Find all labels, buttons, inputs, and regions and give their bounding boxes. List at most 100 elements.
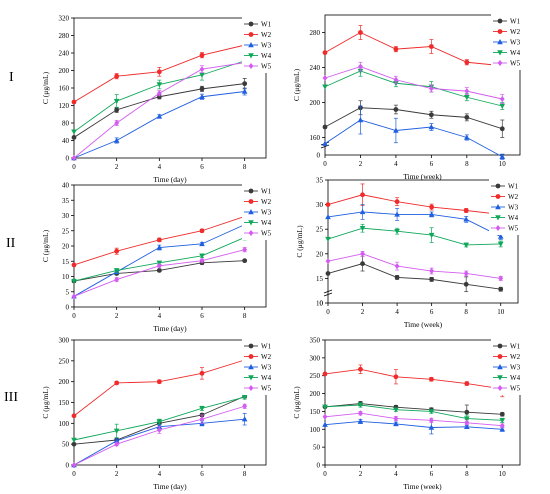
data-point [113, 437, 120, 444]
series-W3 [322, 418, 506, 435]
series-W5 [325, 250, 504, 282]
data-point [241, 416, 248, 422]
series-line [73, 224, 245, 297]
legend-marker [497, 354, 503, 359]
data-point [71, 293, 77, 300]
y-tick-label: 160 [310, 134, 321, 142]
data-point [325, 202, 331, 208]
data-point [463, 216, 469, 222]
data-point [464, 381, 470, 386]
data-point [113, 428, 120, 434]
legend-marker [248, 32, 254, 37]
legend-label: W2 [261, 198, 272, 206]
series-W1 [322, 100, 505, 138]
legend-label: W1 [510, 18, 521, 26]
y-tick-label: 150 [310, 408, 321, 416]
legend-label: W1 [508, 183, 519, 191]
y-tick-label: 200 [310, 99, 321, 107]
series-line [324, 412, 503, 427]
data-point [199, 93, 205, 99]
data-point [499, 103, 506, 109]
data-point [499, 418, 506, 424]
x-tick-label: 6 [430, 470, 434, 478]
data-point [325, 271, 331, 276]
data-point [242, 246, 248, 253]
legend-label: W4 [261, 52, 272, 60]
data-point [199, 406, 205, 412]
x-tick-label: 2 [359, 160, 363, 168]
series-line [73, 237, 245, 282]
y-axis-label: C (μg/mL) [41, 386, 50, 419]
data-point [322, 50, 328, 56]
y-tick-label: 150 [59, 399, 70, 407]
y-tick-label: 15 [62, 258, 70, 266]
data-point [360, 261, 365, 267]
series-line [324, 66, 503, 100]
y-tick-label: 0 [320, 300, 324, 308]
series-W3 [325, 204, 504, 240]
series-line [73, 62, 245, 159]
y-tick-label: 80 [62, 120, 70, 128]
axis-break-mark [323, 289, 333, 294]
legend-marker [248, 209, 254, 215]
chart-4: 0 2 4 6 8 10 10 15 20 25 30 35 0 Time (week) C (μg/mL)… [295, 177, 527, 329]
legend-label: W2 [261, 353, 272, 361]
y-axis-label: C (μg/mL) [41, 71, 50, 104]
data-point [357, 68, 364, 74]
y-tick-label: 20 [316, 250, 324, 258]
legend: W1 W2 W3 W4 W5 [491, 14, 529, 70]
legend-marker [248, 385, 254, 391]
legend-label: W3 [510, 39, 521, 47]
series-W2 [325, 183, 504, 217]
data-point [156, 244, 163, 250]
data-point [156, 69, 162, 75]
data-point [199, 66, 205, 73]
series-line [73, 405, 245, 466]
data-point [499, 153, 506, 159]
legend-marker [248, 364, 254, 370]
data-point [114, 380, 120, 386]
data-point [114, 248, 120, 254]
y-tick-label: 280 [310, 29, 321, 37]
chart-2: 0 2 4 6 8 10 160 200 240 280 0 Time (week) C (μg/mL)… [292, 14, 529, 181]
y-tick-label: 50 [62, 441, 70, 449]
y-tick-label: 0 [317, 152, 321, 160]
x-axis-label: Time (week) [403, 482, 442, 491]
data-point [394, 275, 400, 280]
data-point [199, 86, 205, 92]
data-point [393, 420, 399, 427]
y-tick-label: 35 [316, 177, 324, 185]
data-point [428, 232, 435, 239]
data-point [114, 120, 120, 126]
x-tick-label: 8 [243, 312, 247, 320]
data-point [156, 237, 162, 243]
series-line [327, 253, 501, 279]
data-point [497, 233, 504, 239]
data-point [464, 416, 470, 422]
data-point [393, 415, 399, 422]
y-tick-label: 200 [59, 67, 70, 75]
legend-marker [248, 21, 254, 27]
x-tick-label: 10 [497, 308, 505, 316]
y-tick-label: 350 [310, 337, 321, 345]
data-point [429, 268, 435, 275]
y-tick-label: 300 [59, 337, 70, 345]
series-line [324, 119, 503, 158]
y-tick-label: 5 [66, 288, 70, 296]
data-point [71, 129, 77, 135]
legend-label: W5 [510, 385, 521, 393]
legend-marker [248, 63, 254, 69]
data-point [428, 424, 435, 430]
data-point [113, 268, 120, 274]
data-point [393, 374, 399, 380]
legend-label: W4 [508, 214, 519, 222]
legend-marker [497, 385, 503, 391]
data-point [322, 413, 328, 420]
data-point [114, 73, 120, 79]
data-point [156, 419, 163, 425]
data-point [322, 371, 328, 377]
y-tick-label: 160 [59, 85, 70, 93]
data-point [464, 423, 470, 429]
y-tick-label: 0 [66, 462, 70, 470]
legend-marker [497, 18, 503, 24]
